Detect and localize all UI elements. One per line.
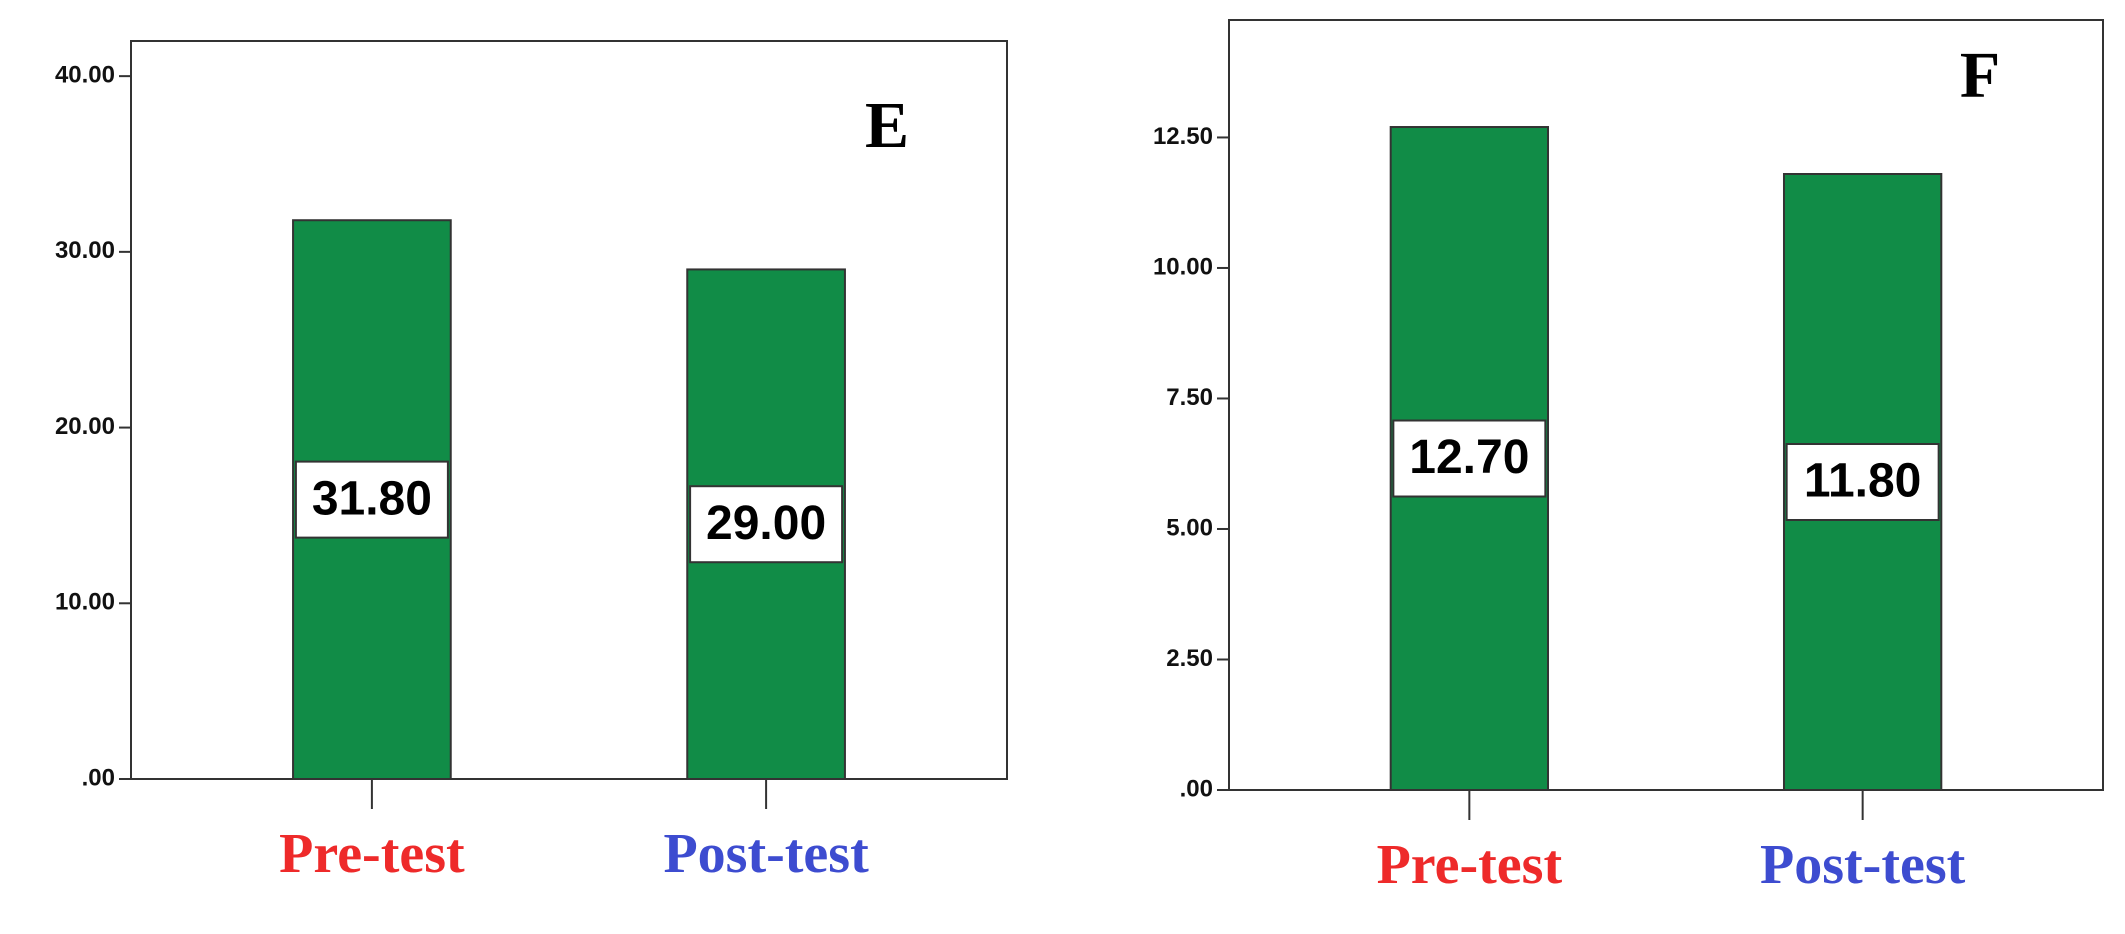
y-tick-label: 10.00 xyxy=(55,589,115,616)
value-label-box xyxy=(689,485,844,564)
panel-label: E xyxy=(865,89,909,162)
value-label: 12.70 xyxy=(1409,431,1529,484)
x-tick-label: Pre-test xyxy=(1377,834,1563,896)
value-label-box xyxy=(1785,443,1940,521)
value-label: 11.80 xyxy=(1804,455,1921,508)
y-tick-label: 7.50 xyxy=(1166,384,1213,411)
plot-frame xyxy=(1228,19,2104,791)
plot-frame xyxy=(130,40,1008,780)
y-tick-label: 10.00 xyxy=(1153,253,1213,280)
value-label-box xyxy=(294,460,449,539)
y-tick-label: 20.00 xyxy=(55,413,115,440)
value-label: 31.80 xyxy=(312,472,432,525)
y-tick-label: .00 xyxy=(82,764,115,791)
y-tick-label: 30.00 xyxy=(55,237,115,264)
value-label: 29.00 xyxy=(706,497,826,550)
y-tick-label: 12.50 xyxy=(1153,123,1213,150)
y-tick-label: 5.00 xyxy=(1166,514,1213,541)
x-tick-label: Pre-test xyxy=(279,823,465,885)
value-label-box xyxy=(1392,419,1547,498)
y-tick-label: 2.50 xyxy=(1166,645,1213,672)
x-tick-label: Post-test xyxy=(1760,834,1966,896)
y-tick-label: 40.00 xyxy=(55,61,115,88)
y-tick-label: .00 xyxy=(1180,775,1213,802)
x-tick-label: Post-test xyxy=(663,823,869,885)
panel-label: F xyxy=(1960,39,2000,112)
